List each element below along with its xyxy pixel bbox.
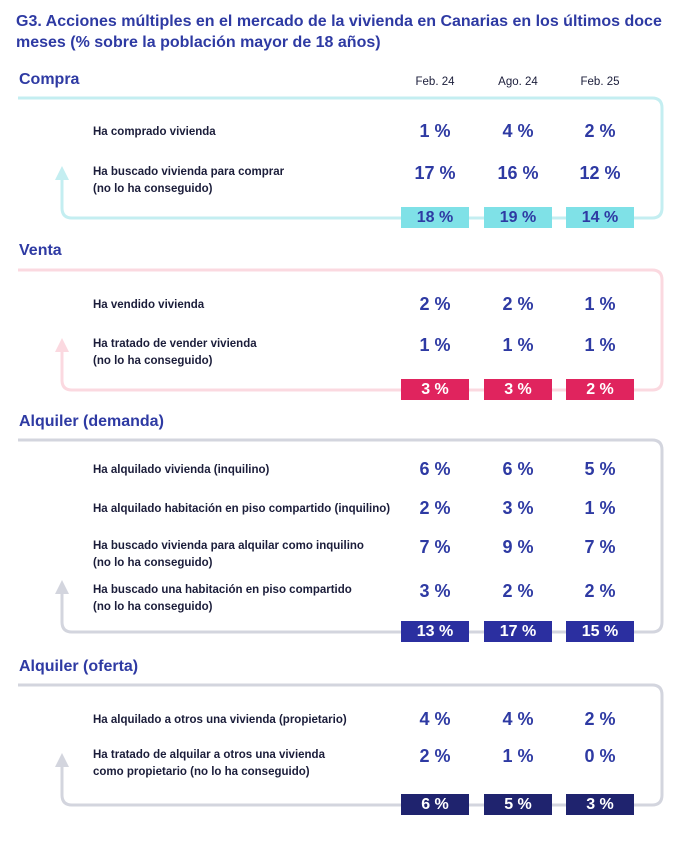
total-value: 18 % bbox=[417, 209, 453, 226]
total-value: 2 % bbox=[586, 381, 614, 398]
total-box bbox=[401, 379, 469, 400]
cell-value: 17 % bbox=[414, 163, 455, 183]
cell-value: 1 % bbox=[419, 121, 450, 141]
row-label: Ha vendido vivienda bbox=[93, 299, 205, 311]
row-label: Ha tratado de alquilar a otros una vivie… bbox=[93, 749, 326, 761]
total-value: 17 % bbox=[500, 623, 536, 640]
total-value: 3 % bbox=[586, 796, 614, 813]
total-box bbox=[401, 621, 469, 642]
column-header: Ago. 24 bbox=[498, 76, 538, 88]
row-label: Ha comprado vivienda bbox=[93, 126, 216, 138]
cell-value: 1 % bbox=[584, 294, 615, 314]
cell-value: 4 % bbox=[502, 121, 533, 141]
cell-value: 1 % bbox=[584, 335, 615, 355]
section-title: Venta bbox=[19, 242, 62, 259]
column-header: Feb. 24 bbox=[416, 76, 456, 88]
total-box bbox=[401, 207, 469, 228]
cell-value: 7 % bbox=[584, 537, 615, 557]
row-label: Ha buscado una habitación en piso compar… bbox=[93, 584, 352, 596]
arrow-head bbox=[55, 753, 69, 767]
total-value: 15 % bbox=[582, 623, 618, 640]
cell-value: 1 % bbox=[584, 498, 615, 518]
cell-value: 2 % bbox=[419, 746, 450, 766]
cell-value: 16 % bbox=[497, 163, 538, 183]
cell-value: 1 % bbox=[502, 335, 533, 355]
total-box bbox=[566, 207, 634, 228]
cell-value: 2 % bbox=[419, 498, 450, 518]
row-label: Ha buscado vivienda para comprar bbox=[93, 166, 285, 178]
section-title: Alquiler (demanda) bbox=[19, 413, 164, 430]
row-label: (no lo ha conseguido) bbox=[93, 183, 213, 195]
cell-value: 1 % bbox=[502, 746, 533, 766]
row-label: como propietario (no lo ha conseguido) bbox=[93, 766, 310, 778]
total-box bbox=[484, 379, 552, 400]
column-header: Feb. 25 bbox=[581, 76, 620, 88]
section-frame bbox=[18, 96, 664, 220]
section-frame bbox=[18, 268, 664, 392]
row-label: Ha buscado vivienda para alquilar como i… bbox=[93, 540, 364, 552]
total-value: 13 % bbox=[417, 623, 453, 640]
arrow-head bbox=[55, 166, 69, 180]
cell-value: 5 % bbox=[584, 459, 615, 479]
cell-value: 2 % bbox=[419, 294, 450, 314]
total-value: 19 % bbox=[500, 209, 536, 226]
cell-value: 6 % bbox=[419, 459, 450, 479]
cell-value: 1 % bbox=[419, 335, 450, 355]
total-value: 3 % bbox=[504, 381, 532, 398]
cell-value: 12 % bbox=[579, 163, 620, 183]
section-title: Alquiler (oferta) bbox=[19, 658, 138, 675]
cell-value: 0 % bbox=[584, 746, 615, 766]
row-label: Ha alquilado habitación en piso comparti… bbox=[93, 503, 390, 515]
total-value: 6 % bbox=[421, 796, 449, 813]
cell-value: 7 % bbox=[419, 537, 450, 557]
cell-value: 2 % bbox=[584, 709, 615, 729]
arrow-head bbox=[55, 580, 69, 594]
row-label: Ha alquilado a otros una vivienda (propi… bbox=[93, 714, 347, 726]
total-box bbox=[401, 794, 469, 815]
row-label: (no lo ha conseguido) bbox=[93, 355, 213, 367]
cell-value: 3 % bbox=[419, 581, 450, 601]
cell-value: 2 % bbox=[502, 294, 533, 314]
cell-value: 3 % bbox=[502, 498, 533, 518]
row-label: Ha alquilado vivienda (inquilino) bbox=[93, 464, 270, 476]
total-value: 5 % bbox=[504, 796, 532, 813]
row-label: Ha tratado de vender vivienda bbox=[93, 338, 257, 350]
section-frame bbox=[18, 438, 664, 634]
total-box bbox=[484, 794, 552, 815]
title: G3. Acciones múltiples en el mercado de … bbox=[16, 13, 662, 30]
cell-value: 2 % bbox=[502, 581, 533, 601]
total-box bbox=[484, 621, 552, 642]
title: meses (% sobre la población mayor de 18 … bbox=[16, 34, 381, 51]
cell-value: 4 % bbox=[502, 709, 533, 729]
cell-value: 4 % bbox=[419, 709, 450, 729]
cell-value: 6 % bbox=[502, 459, 533, 479]
cell-value: 2 % bbox=[584, 121, 615, 141]
total-box bbox=[566, 794, 634, 815]
total-value: 3 % bbox=[421, 381, 449, 398]
cell-value: 2 % bbox=[584, 581, 615, 601]
cell-value: 9 % bbox=[502, 537, 533, 557]
total-box bbox=[566, 379, 634, 400]
arrow-head bbox=[55, 338, 69, 352]
row-label: (no lo ha conseguido) bbox=[93, 557, 213, 569]
total-box bbox=[484, 207, 552, 228]
total-box bbox=[566, 621, 634, 642]
total-value: 14 % bbox=[582, 209, 618, 226]
row-label: (no lo ha conseguido) bbox=[93, 601, 213, 613]
section-title: Compra bbox=[19, 71, 80, 88]
section-frame bbox=[18, 683, 664, 807]
